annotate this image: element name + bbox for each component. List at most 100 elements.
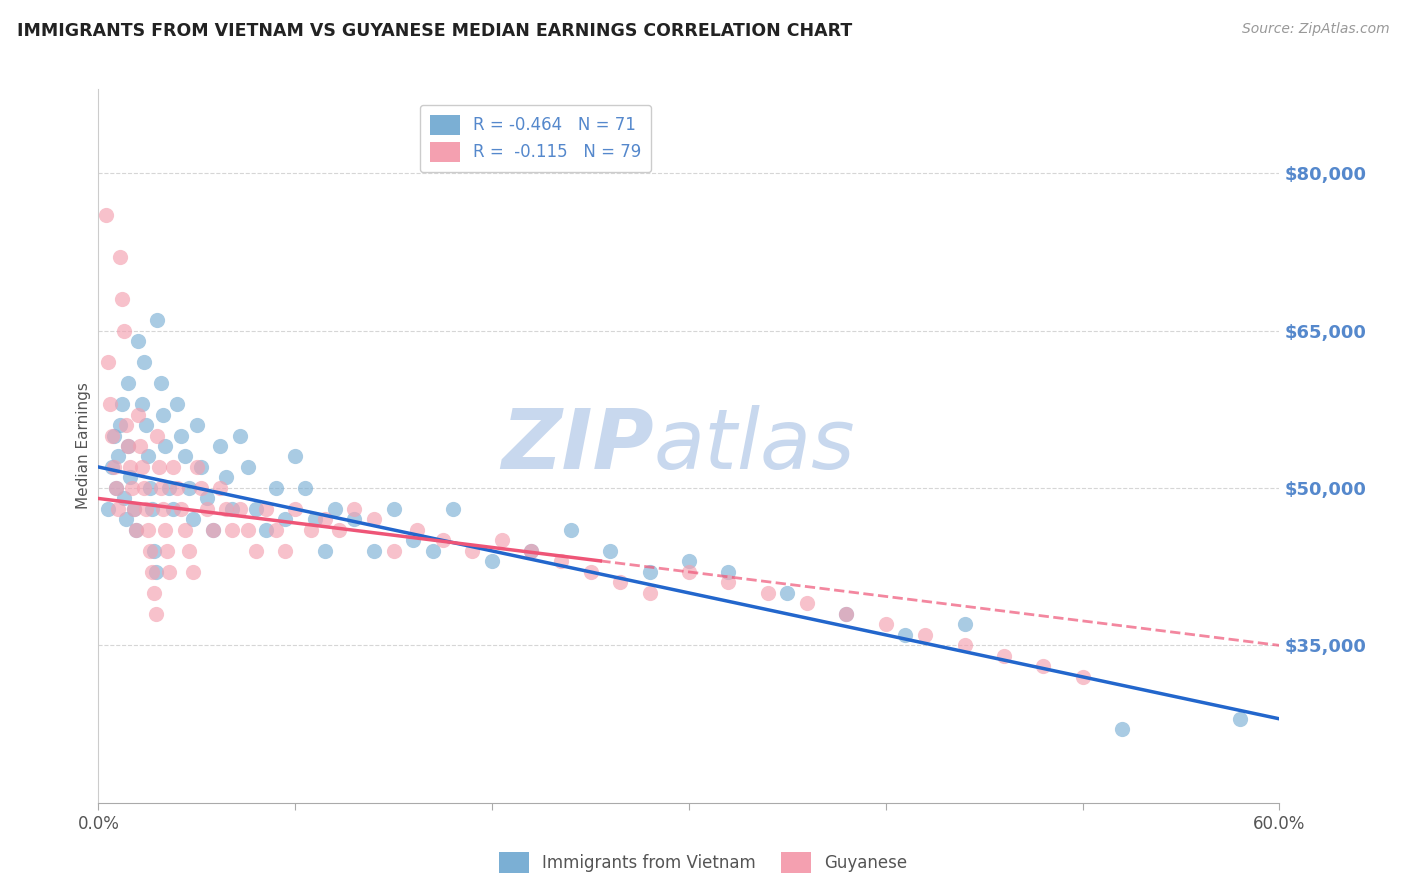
Point <box>284 502 307 516</box>
Point <box>156 544 179 558</box>
Point <box>105 481 128 495</box>
Point <box>304 512 326 526</box>
Point <box>294 481 316 495</box>
Point <box>125 523 148 537</box>
Point <box>152 408 174 422</box>
Point <box>105 481 128 495</box>
Point <box>382 502 405 516</box>
Point <box>170 502 193 516</box>
Point <box>186 417 208 432</box>
Point <box>131 397 153 411</box>
Point <box>274 544 297 558</box>
Point <box>135 502 157 516</box>
Point <box>363 544 385 558</box>
Point <box>914 628 936 642</box>
Point <box>1111 723 1133 737</box>
Point <box>125 523 148 537</box>
Point <box>402 533 425 548</box>
Point <box>166 481 188 495</box>
Point <box>491 533 513 548</box>
Point <box>150 376 173 390</box>
Text: ZIP: ZIP <box>501 406 654 486</box>
Point <box>363 512 385 526</box>
Point <box>875 617 897 632</box>
Point <box>343 512 366 526</box>
Point <box>174 450 197 464</box>
Point <box>579 565 602 579</box>
Point <box>717 565 740 579</box>
Point <box>953 639 976 653</box>
Point <box>122 502 145 516</box>
Point <box>162 460 184 475</box>
Point <box>115 512 138 526</box>
Point <box>229 428 252 442</box>
Point <box>481 554 503 568</box>
Point <box>215 502 238 516</box>
Point <box>323 502 346 516</box>
Point <box>1229 712 1251 726</box>
Point <box>118 460 141 475</box>
Point <box>993 648 1015 663</box>
Point <box>550 554 572 568</box>
Point <box>599 544 621 558</box>
Point <box>157 565 180 579</box>
Point <box>177 544 200 558</box>
Point <box>96 208 118 222</box>
Point <box>215 470 238 484</box>
Point <box>835 607 858 621</box>
Y-axis label: Median Earnings: Median Earnings <box>76 383 91 509</box>
Point <box>101 460 124 475</box>
Point <box>756 586 779 600</box>
Point <box>894 628 917 642</box>
Point <box>186 460 208 475</box>
Point <box>209 439 232 453</box>
Point <box>136 523 159 537</box>
Point <box>835 607 858 621</box>
Point <box>177 481 200 495</box>
Point <box>150 481 173 495</box>
Point <box>1071 670 1094 684</box>
Point <box>111 292 134 306</box>
Point <box>132 355 155 369</box>
Point <box>1032 659 1054 673</box>
Point <box>422 544 444 558</box>
Point <box>796 596 818 610</box>
Point <box>97 502 120 516</box>
Point <box>135 417 157 432</box>
Point <box>284 450 307 464</box>
Point <box>343 502 366 516</box>
Point <box>127 408 149 422</box>
Legend: R = -0.464   N = 71, R =  -0.115   N = 79: R = -0.464 N = 71, R = -0.115 N = 79 <box>419 104 651 172</box>
Point <box>201 523 224 537</box>
Point <box>103 460 125 475</box>
Point <box>221 523 243 537</box>
Point <box>638 565 661 579</box>
Point <box>118 470 141 484</box>
Point <box>108 250 131 264</box>
Point <box>115 417 138 432</box>
Point <box>678 565 700 579</box>
Point <box>127 334 149 348</box>
Point <box>166 397 188 411</box>
Point <box>145 607 167 621</box>
Point <box>560 523 582 537</box>
Point <box>221 502 243 516</box>
Point <box>111 397 134 411</box>
Point <box>254 523 277 537</box>
Point <box>132 481 155 495</box>
Point <box>103 428 125 442</box>
Point <box>112 491 135 506</box>
Point <box>678 554 700 568</box>
Point <box>108 417 131 432</box>
Point <box>152 502 174 516</box>
Point <box>117 376 139 390</box>
Point <box>107 450 129 464</box>
Point <box>138 544 160 558</box>
Point <box>145 565 167 579</box>
Point <box>97 355 120 369</box>
Point <box>142 586 165 600</box>
Text: IMMIGRANTS FROM VIETNAM VS GUYANESE MEDIAN EARNINGS CORRELATION CHART: IMMIGRANTS FROM VIETNAM VS GUYANESE MEDI… <box>17 22 852 40</box>
Legend: Immigrants from Vietnam, Guyanese: Immigrants from Vietnam, Guyanese <box>492 846 914 880</box>
Point <box>190 460 212 475</box>
Point <box>142 544 165 558</box>
